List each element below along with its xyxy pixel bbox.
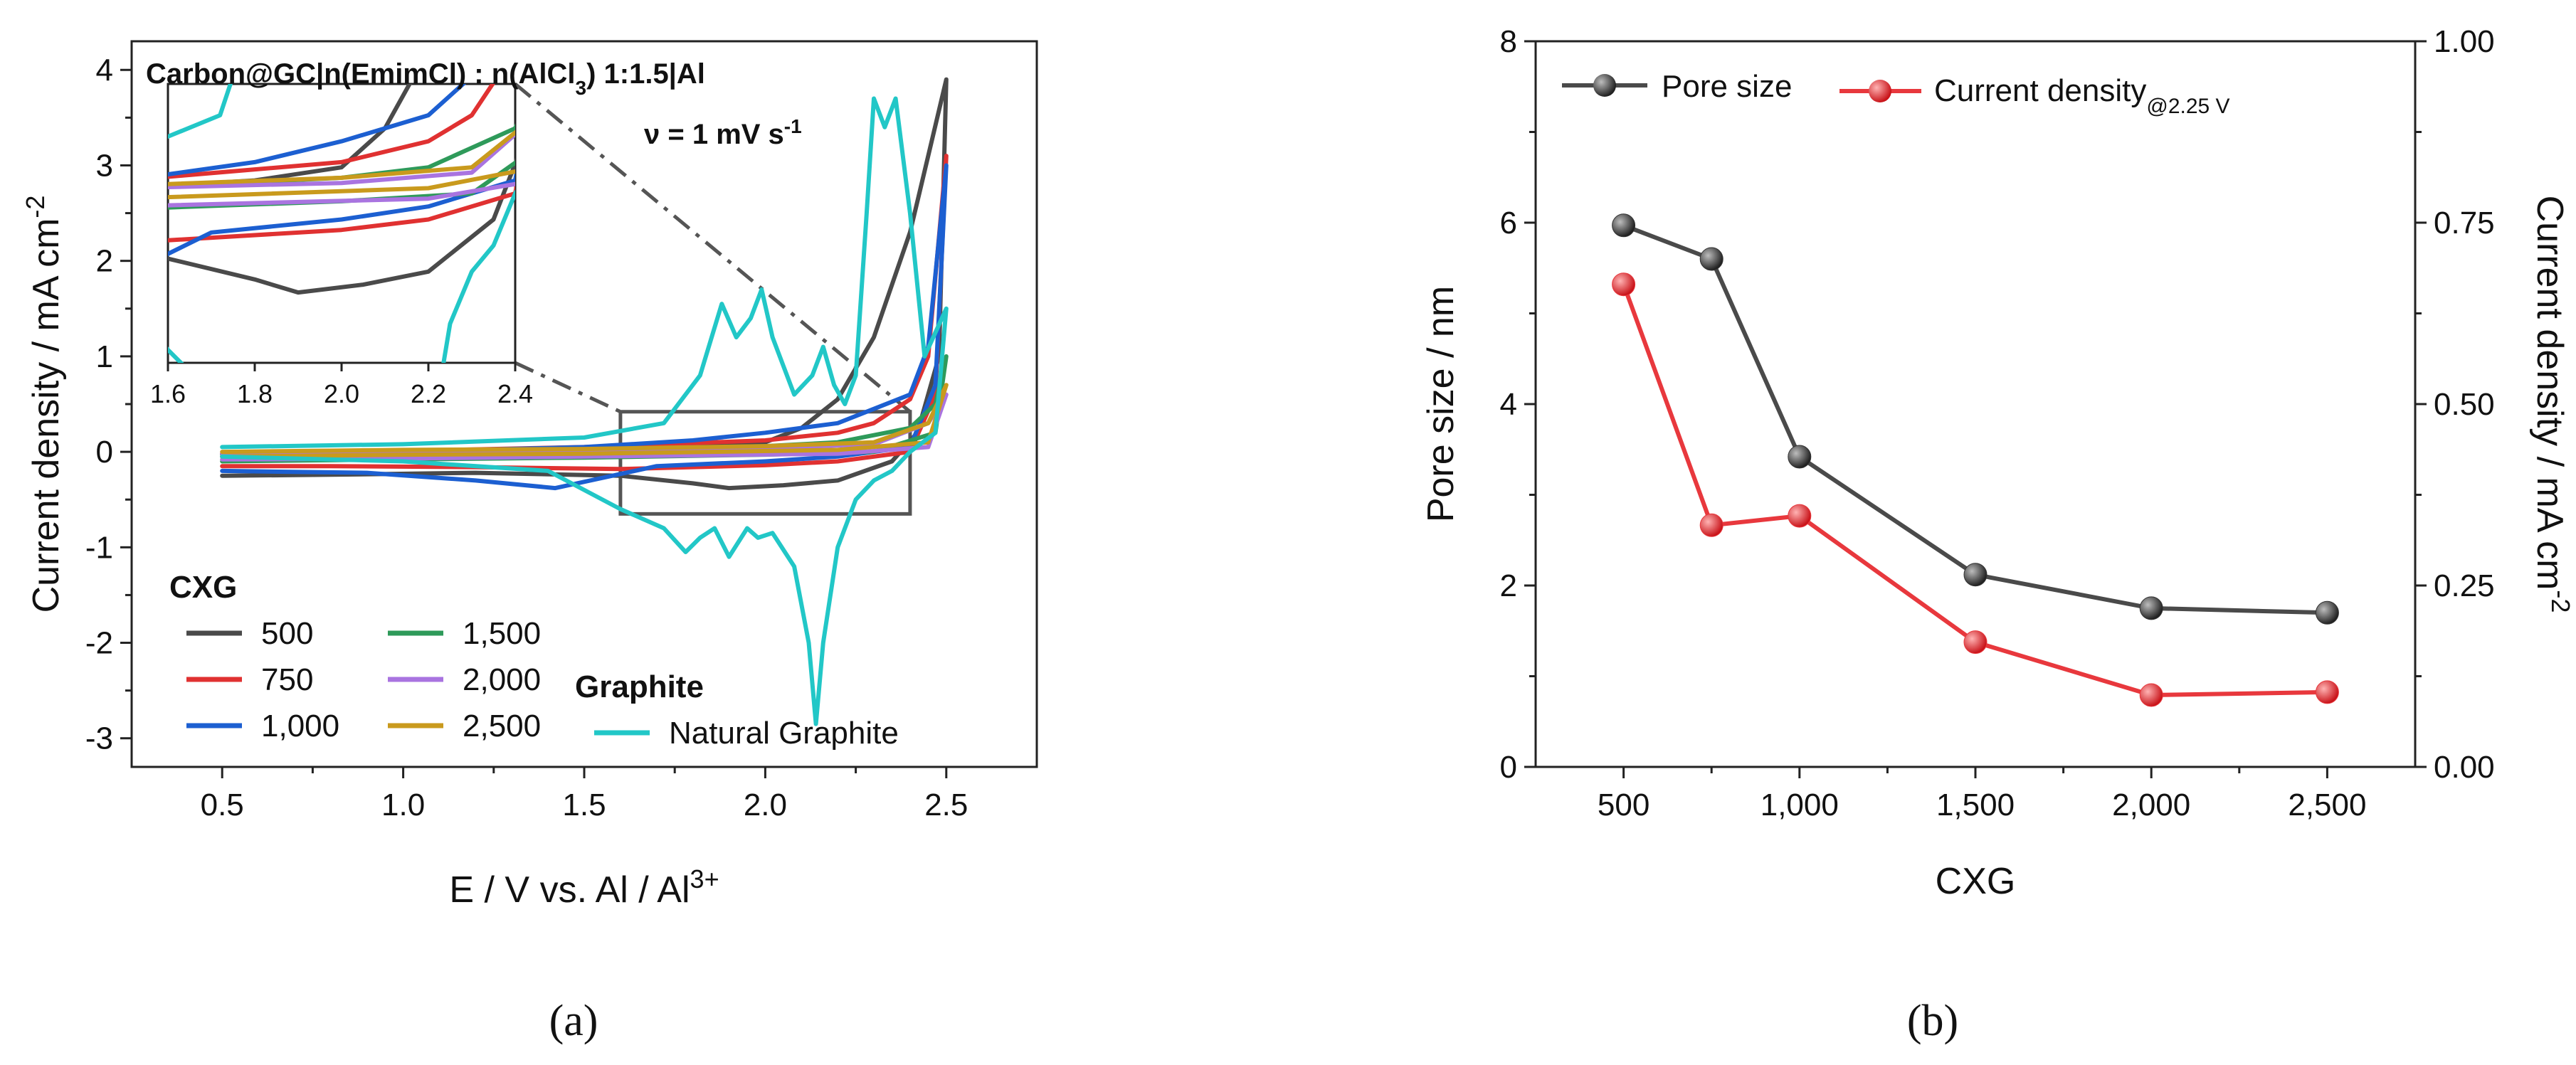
data-point-current-density: [2315, 680, 2339, 704]
series-line-current-density: [1621, 283, 2328, 697]
legend-marker-current-density: [1869, 80, 1891, 102]
panel-b-y-left-label: Pore size / nm: [1420, 286, 1462, 522]
panel-a-title: Carbon@GC|n(EmimCl) : n(AlCl3) 1:1.5|Al: [146, 58, 705, 99]
panel-a-label: (a): [549, 997, 598, 1045]
legend-label: 2,000: [463, 662, 541, 697]
x-tick-label: 1.0: [381, 788, 425, 822]
x-tick-label: 0.5: [201, 788, 244, 822]
zoom-connector-line: [514, 361, 621, 414]
panel-a-y-axis-label: Current density / mA cm-2: [21, 196, 68, 613]
panel-b-legend: Pore size Current density@2.25 V: [1562, 69, 2230, 118]
panel-b: 500 1,000 1,500 2,000 2,500 0 2 4 6 8 0.00 0.25 0.50…: [1420, 24, 2576, 1045]
legend-label: 1,000: [261, 709, 339, 743]
data-point-pore-size: [2139, 596, 2163, 620]
y-tick-label: 3: [96, 148, 113, 183]
cv-curve-natural-graphite: [220, 96, 949, 726]
data-point-pore-size: [1699, 247, 1724, 271]
legend-label: 500: [261, 616, 313, 651]
inset-x-tick-label: 2.0: [324, 379, 359, 408]
panel-b-y-right-label: Current density / mA cm-2: [2529, 196, 2576, 613]
y-right-tick-label: 1.00: [2434, 24, 2495, 59]
x-tick-label: 1.5: [562, 788, 606, 822]
inset-x-tick-label: 1.8: [237, 379, 273, 408]
data-point-pore-size: [1788, 445, 1812, 469]
panel-a-curves: [220, 77, 949, 726]
y-right-tick-label: 0.25: [2434, 568, 2495, 603]
data-point-pore-size: [2315, 600, 2339, 625]
y-left-tick-label: 6: [1500, 206, 1517, 240]
cv-curve-1-000: [220, 163, 949, 491]
y-right-tick-label: 0.50: [2434, 387, 2495, 422]
y-tick-label: -2: [85, 626, 113, 661]
data-point-current-density: [2139, 683, 2163, 707]
data-point-current-density: [1699, 513, 1724, 537]
data-point-pore-size: [1963, 563, 1988, 587]
legend-title-cxg: CXG: [169, 570, 237, 605]
inset-curve-500: [168, 84, 515, 295]
y-left-tick-label: 8: [1500, 24, 1517, 59]
legend-label-current-density: Current density@2.25 V: [1934, 73, 2230, 118]
panel-a-x-axis-label: E / V vs. Al / Al3+: [449, 864, 719, 911]
legend-marker-pore-size: [1593, 74, 1616, 97]
x-tick-label: 500: [1598, 788, 1649, 822]
panel-a-legend: CXG Graphite 500 750 1,000 1,500 2,000 2,500 N…: [169, 570, 899, 751]
panel-b-series: [1612, 213, 2339, 707]
cv-curve-750: [220, 154, 949, 472]
panel-b-ticks: 500 1,000 1,500 2,000 2,500 0 2 4 6 8 0.00 0.25 0.50…: [1500, 24, 2495, 822]
panel-a-ticks: 0.5 1.0 1.5 2.0 2.5 -3 -2 -1 0 1 2 3 4: [85, 53, 968, 822]
inset-x-tick-label: 2.2: [411, 379, 446, 408]
data-point-current-density: [1788, 504, 1812, 528]
inset-curve-750: [168, 84, 515, 243]
panel-b-label: (b): [1907, 997, 1958, 1045]
legend-label: Natural Graphite: [669, 716, 899, 751]
y-right-tick-label: 0.75: [2434, 206, 2495, 240]
legend-label: 750: [261, 662, 313, 697]
inset-ticks: 1.6 1.8 2.0 2.2 2.4: [150, 363, 533, 408]
series-line-pore-size: [1622, 223, 2328, 615]
y-left-tick-label: 4: [1500, 387, 1517, 422]
x-tick-label: 1,000: [1761, 788, 1839, 822]
inset-x-tick-label: 2.4: [497, 379, 533, 408]
legend-items: 500 750 1,000 1,500 2,000 2,500 Natural Graphi…: [186, 616, 899, 751]
inset-x-tick-label: 1.6: [150, 379, 186, 408]
panel-a-scan-rate: ν = 1 mV s-1: [644, 115, 802, 151]
inset-background: [167, 83, 517, 364]
data-point-current-density: [1612, 272, 1636, 297]
data-point-current-density: [1963, 630, 1988, 655]
legend-label: 1,500: [463, 616, 541, 651]
legend-label: 2,500: [463, 709, 541, 743]
zoom-box: [618, 410, 912, 516]
zoom-connector-line: [514, 83, 912, 413]
panel-a: 0.5 1.0 1.5 2.0 2.5 -3 -2 -1 0 1 2 3 4 1.6 1.8 2.0 2.2 2…: [21, 40, 1038, 1045]
panel-b-x-axis-label: CXG: [1936, 861, 2016, 902]
inset-curve-1-000: [168, 84, 515, 257]
x-tick-label: 2.5: [924, 788, 968, 822]
y-tick-label: 1: [96, 339, 113, 374]
inset-curves: [168, 84, 515, 363]
y-tick-label: 0: [96, 435, 113, 470]
y-left-tick-label: 0: [1500, 750, 1517, 785]
data-point-pore-size: [1612, 213, 1636, 238]
y-tick-label: 2: [96, 244, 113, 279]
x-tick-label: 1,500: [1936, 788, 2015, 822]
y-left-tick-label: 2: [1500, 568, 1517, 603]
x-tick-label: 2,500: [2288, 788, 2366, 822]
x-tick-label: 2.0: [744, 788, 787, 822]
legend-label-pore-size: Pore size: [1662, 69, 1792, 104]
y-tick-label: 4: [96, 53, 113, 88]
y-tick-label: -3: [85, 721, 113, 756]
x-tick-label: 2,000: [2112, 788, 2190, 822]
panel-a-inset: 1.6 1.8 2.0 2.2 2.4: [150, 83, 533, 408]
panel-a-zoom-indicator: [514, 83, 912, 516]
legend-title-graphite: Graphite: [575, 669, 704, 704]
y-right-tick-label: 0.00: [2434, 750, 2495, 785]
y-tick-label: -1: [85, 530, 113, 565]
